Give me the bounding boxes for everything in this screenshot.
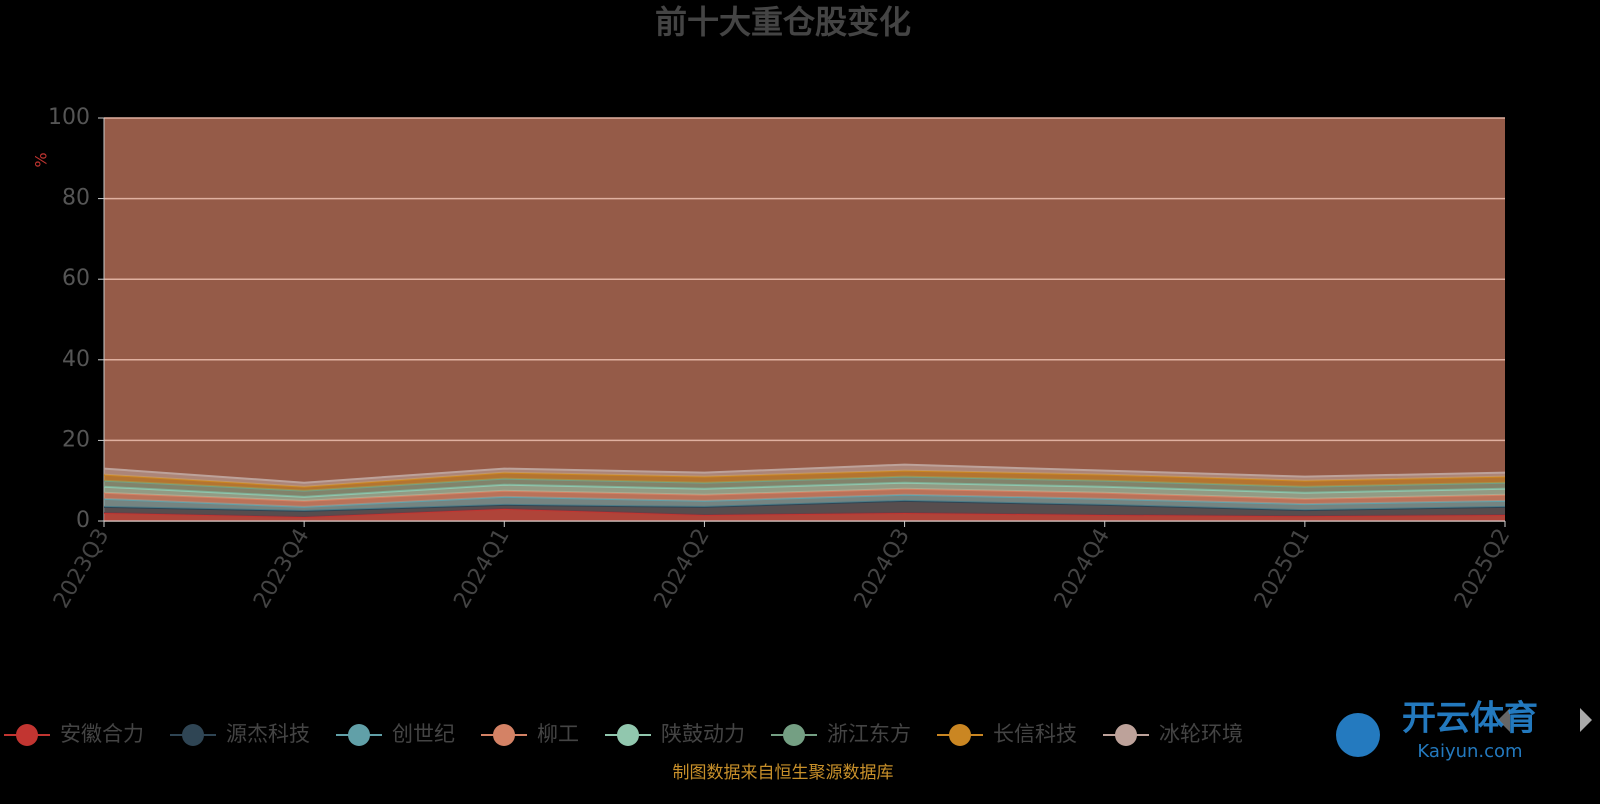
y-tick-label: 100 xyxy=(48,105,90,130)
legend-marker xyxy=(493,724,515,746)
x-tick-label: 2025Q2 xyxy=(1450,525,1515,613)
x-tick-label: 2025Q1 xyxy=(1250,525,1315,613)
legend-label: 陕鼓动力 xyxy=(661,722,745,746)
legend-item[interactable]: 源杰科技 xyxy=(170,722,310,746)
legend-item[interactable]: 冰轮环境 xyxy=(1103,722,1243,746)
x-tick-label: 2023Q4 xyxy=(249,525,314,613)
legend-pager[interactable] xyxy=(1498,708,1592,732)
legend-marker xyxy=(783,724,805,746)
legend-label: 源杰科技 xyxy=(226,722,310,746)
legend-item[interactable]: 柳工 xyxy=(481,722,579,746)
y-tick-label: 80 xyxy=(62,186,90,211)
watermark: 开云体育 Kaiyun.com xyxy=(1336,699,1538,762)
legend-item[interactable]: 浙江东方 xyxy=(771,722,911,746)
x-tick-label: 2024Q3 xyxy=(850,525,915,613)
legend-label: 浙江东方 xyxy=(827,722,911,746)
legend-marker xyxy=(182,724,204,746)
y-tick-label: 20 xyxy=(62,427,90,452)
legend-marker xyxy=(1115,724,1137,746)
x-tick-label: 2024Q1 xyxy=(449,525,514,613)
area xyxy=(104,500,1505,517)
legend-marker xyxy=(949,724,971,746)
legend-label: 冰轮环境 xyxy=(1159,722,1243,746)
area xyxy=(104,470,1505,491)
x-tick-label: 2024Q4 xyxy=(1050,525,1115,613)
watermark-sub: Kaiyun.com xyxy=(1417,741,1522,762)
watermark-icon xyxy=(1336,713,1380,757)
legend-label: 创世纪 xyxy=(392,722,455,746)
legend-item[interactable]: 创世纪 xyxy=(336,722,455,746)
legend-next[interactable] xyxy=(1580,708,1592,732)
legend-marker xyxy=(348,724,370,746)
plot-background xyxy=(104,118,1505,521)
legend-marker xyxy=(16,724,38,746)
area xyxy=(104,494,1505,511)
y-tick-label: 60 xyxy=(62,266,90,291)
legend-label: 柳工 xyxy=(537,722,579,746)
area-line xyxy=(103,463,1506,484)
y-tick-label: 40 xyxy=(62,347,90,372)
legend-label: 长信科技 xyxy=(993,722,1077,746)
legend-label: 安徽合力 xyxy=(60,722,144,746)
area xyxy=(104,482,1505,501)
source-note: 制图数据来自恒生聚源数据库 xyxy=(673,763,894,783)
legend-prev[interactable] xyxy=(1498,708,1510,732)
legend-item[interactable]: 安徽合力 xyxy=(4,722,144,746)
y-tick-label: 0 xyxy=(76,508,90,533)
y-axis-label: % xyxy=(32,152,51,167)
watermark-text: 开云体育 xyxy=(1402,699,1538,739)
area xyxy=(104,508,1505,521)
legend-item[interactable]: 长信科技 xyxy=(937,722,1077,746)
legend-item[interactable]: 陕鼓动力 xyxy=(605,722,745,746)
chart-title: 前十大重仓股变化 xyxy=(655,3,911,41)
legend-marker xyxy=(617,724,639,746)
x-tick-label: 2023Q3 xyxy=(49,525,114,613)
x-tick-label: 2024Q2 xyxy=(650,525,715,613)
